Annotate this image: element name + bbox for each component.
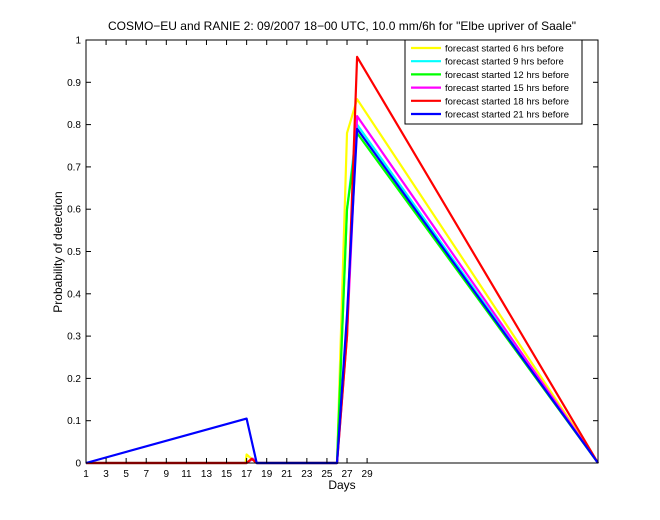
y-tick-label: 0.2 [67,374,81,385]
legend-box [404,39,583,125]
legend-label-3: forecast started 12 hrs before [445,70,569,81]
y-tick-label: 0.7 [67,162,81,173]
x-tick-label: 19 [261,469,273,480]
y-tick-label: 0.9 [67,78,81,89]
y-tick-label: 1 [75,36,81,47]
axes-layer: 1 3 5 7 9 11 13 15 17 19 21 23 25 27 2900.10.20.30.40.… [67,36,599,480]
legend-label-2: forecast started 9 hrs before [445,57,564,68]
chart-title: COSMO−EU and RANIE 2: 09/2007 18−00 UTC,… [108,19,576,33]
x-tick-label: 13 [201,469,213,480]
x-tick-label: 5 [123,469,129,480]
x-tick-label: 27 [341,469,353,480]
x-axis-label: Days [328,478,355,492]
y-tick-label: 0.8 [67,120,81,131]
x-tick-label: 7 [143,469,149,480]
y-tick-label: 0.4 [67,289,81,300]
legend-label-1: forecast started 6 hrs before [445,44,564,55]
x-tick-label: 3 [103,469,109,480]
x-tick-label: 21 [281,469,293,480]
legend: forecast started 6 hrs before forecast st… [404,39,583,125]
x-tick-label: 11 [181,469,192,480]
legend-label-5: forecast started 18 hrs before [445,96,569,107]
x-tick-label: 23 [301,469,313,480]
x-tick-label: 25 [321,469,333,480]
legend-label-6: forecast started 21 hrs before [445,110,569,121]
x-tick-label: 9 [164,469,170,480]
y-tick-label: 0 [75,459,81,470]
y-tick-label: 0.6 [67,205,81,216]
y-tick-label: 0.5 [67,247,81,258]
y-tick-label: 0.1 [67,416,81,427]
x-tick-label: 29 [362,469,374,480]
x-tick-label: 17 [241,469,253,480]
legend-label-4: forecast started 15 hrs before [445,83,569,94]
y-tick-label: 0.3 [67,332,81,343]
x-tick-label: 1 [83,469,89,480]
legend-entries: forecast started 6 hrs before forecast st… [411,44,569,121]
y-axis-label: Probability of detection [51,191,65,312]
x-tick-label: 15 [221,469,233,480]
